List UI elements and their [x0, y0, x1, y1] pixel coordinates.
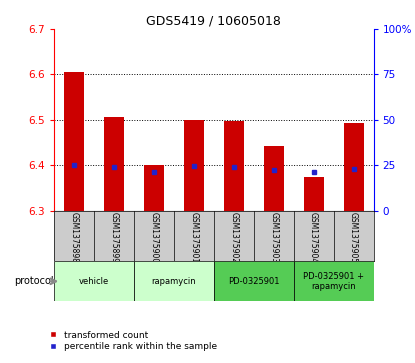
Bar	[64, 72, 84, 211]
Text: GSM1375899: GSM1375899	[110, 212, 118, 263]
Bar	[134, 261, 214, 301]
Bar	[304, 176, 324, 211]
Bar	[264, 146, 283, 211]
Text: GSM1375905: GSM1375905	[349, 212, 358, 263]
Text: protocol: protocol	[15, 276, 54, 286]
Bar	[224, 121, 244, 211]
Bar	[144, 165, 164, 211]
Bar	[184, 120, 204, 211]
Text: GSM1375901: GSM1375901	[189, 212, 198, 263]
Text: rapamycin: rapamycin	[151, 277, 196, 286]
Text: GSM1375904: GSM1375904	[309, 212, 318, 263]
Text: PD-0325901: PD-0325901	[228, 277, 279, 286]
Bar	[294, 261, 374, 301]
Bar	[54, 261, 134, 301]
Text: PD-0325901 +
rapamycin: PD-0325901 + rapamycin	[303, 272, 364, 291]
Bar	[214, 261, 294, 301]
Text: GSM1375900: GSM1375900	[149, 212, 158, 263]
Legend: transformed count, percentile rank within the sample: transformed count, percentile rank withi…	[46, 327, 221, 355]
Text: GSM1375898: GSM1375898	[69, 212, 78, 263]
Text: GSM1375902: GSM1375902	[229, 212, 238, 263]
Bar	[344, 123, 364, 211]
Text: vehicle: vehicle	[79, 277, 109, 286]
Text: GSM1375903: GSM1375903	[269, 212, 278, 263]
Bar	[104, 117, 124, 211]
Title: GDS5419 / 10605018: GDS5419 / 10605018	[146, 15, 281, 28]
